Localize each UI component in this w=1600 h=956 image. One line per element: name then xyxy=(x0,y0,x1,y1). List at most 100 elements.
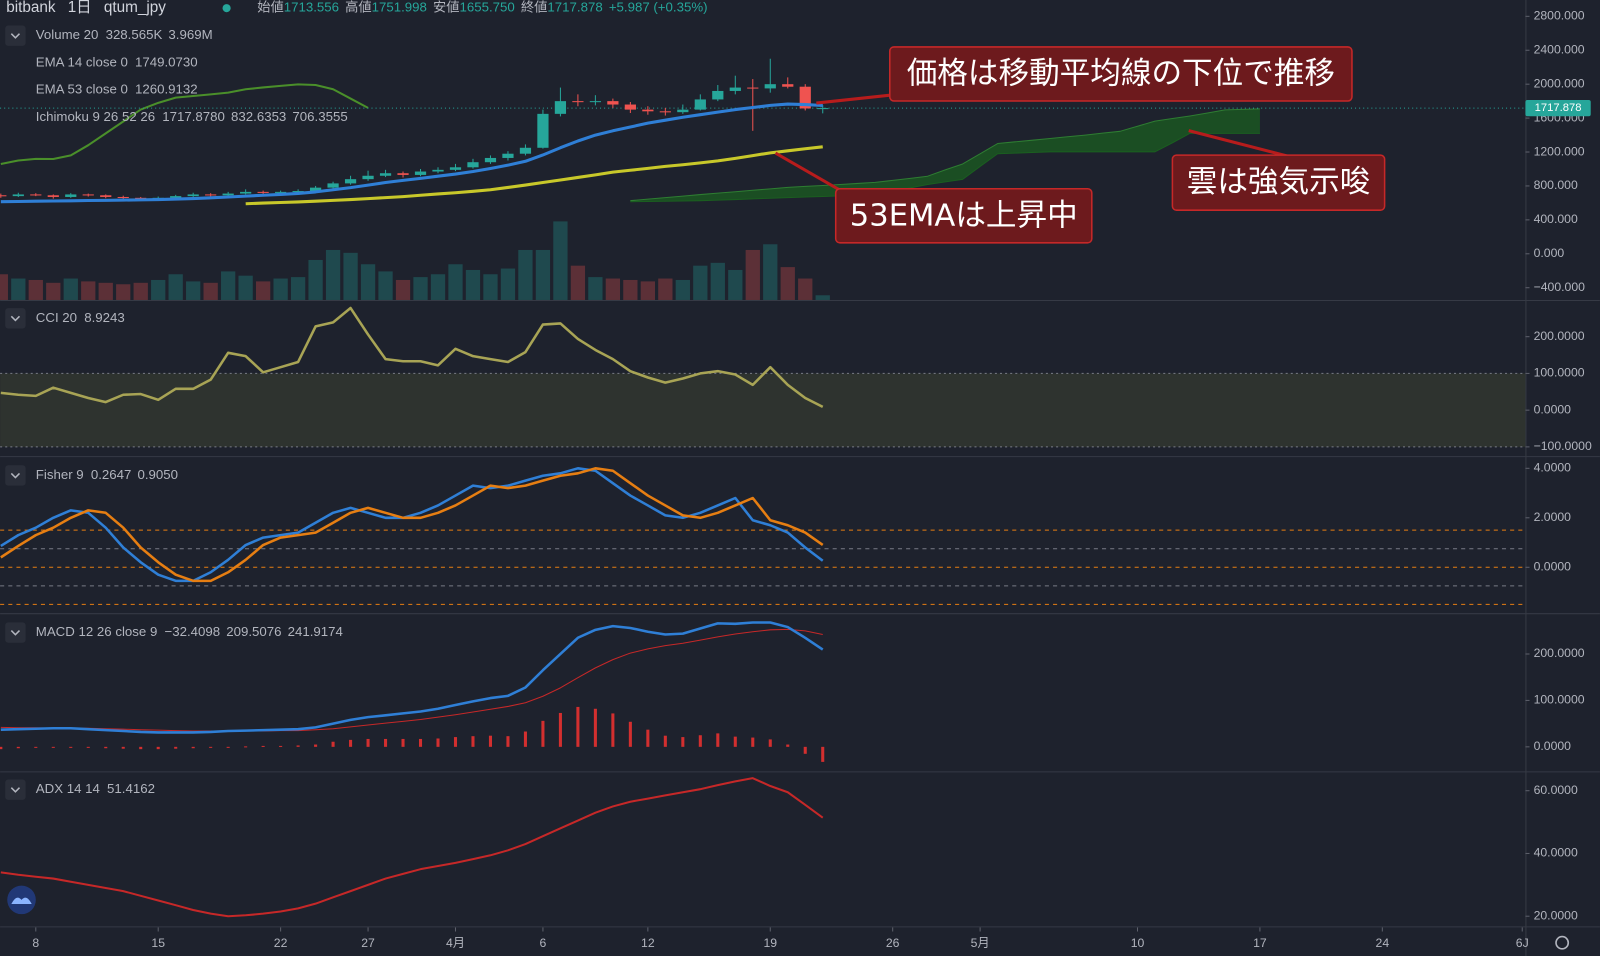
candle-body xyxy=(537,113,549,148)
collapse-button[interactable] xyxy=(5,779,26,800)
histogram-bar xyxy=(768,739,772,747)
legend-name: CCI 20 xyxy=(36,310,77,325)
symbol-part: bitbank xyxy=(6,0,56,16)
volume-bar xyxy=(710,262,725,300)
candle-body xyxy=(782,84,794,87)
histogram-bar xyxy=(716,733,720,747)
y-tick-label: 100.0000 xyxy=(1534,693,1585,707)
volume-bar xyxy=(343,252,358,300)
legend-name: Fisher 9 xyxy=(36,467,84,482)
volume-bar xyxy=(360,264,376,300)
annotation-pointer xyxy=(774,151,844,194)
candle-body xyxy=(589,101,602,103)
histogram-bar xyxy=(593,708,597,747)
legend-value: −32.4098 xyxy=(164,624,220,639)
volume-bar xyxy=(745,249,760,300)
candle-body xyxy=(554,101,567,114)
ema-53 xyxy=(245,145,823,206)
volume-bar xyxy=(81,281,96,300)
histogram-bar xyxy=(51,746,55,748)
collapse-button[interactable] xyxy=(5,465,26,486)
x-tick-label: 10 xyxy=(1131,936,1145,950)
legend-value: 241.9174 xyxy=(288,624,343,639)
volume-bar xyxy=(483,274,498,300)
y-tick-label: 1200.000 xyxy=(1534,144,1585,158)
histogram-bar xyxy=(366,738,370,747)
y-tick-label: 200.0000 xyxy=(1534,329,1585,343)
legend-value: 209.5076 xyxy=(226,624,281,639)
chevron xyxy=(10,33,21,39)
status-dot xyxy=(222,4,231,13)
volume-bar xyxy=(588,277,603,300)
histogram-bar xyxy=(698,735,702,747)
collapse-button[interactable] xyxy=(5,308,26,329)
x-tick-label: 4月 xyxy=(446,936,465,950)
ohlc-label: 安値 xyxy=(433,0,460,15)
volume-bar xyxy=(255,281,271,300)
candle-body xyxy=(344,179,357,184)
ohlc-value: 1717.878 xyxy=(547,0,602,15)
y-tick-label: 0.0000 xyxy=(1534,739,1572,753)
y-tick-label: 40.0000 xyxy=(1534,846,1578,860)
histogram-bar xyxy=(331,741,335,747)
legend-name: EMA 14 close 0 xyxy=(36,54,128,69)
adx-line xyxy=(0,777,824,918)
volume-bar xyxy=(763,244,778,300)
span-b xyxy=(630,132,1260,203)
histogram-bar xyxy=(86,746,90,748)
histogram-bar xyxy=(384,738,388,747)
ichimoku-cloud xyxy=(630,108,1260,202)
volume-bar xyxy=(675,279,690,300)
histogram-bar xyxy=(453,737,458,747)
candle-body xyxy=(170,196,182,198)
candle-body xyxy=(309,187,322,192)
collapse-button[interactable] xyxy=(5,622,26,643)
ohlc-label: 終値 xyxy=(521,0,548,15)
collapse-button[interactable] xyxy=(5,25,26,46)
volume-bar xyxy=(290,277,306,300)
chevron xyxy=(10,629,21,636)
candle-body xyxy=(467,162,479,168)
chevron xyxy=(10,472,21,479)
annotation-text: 雲は強気示唆 xyxy=(1187,165,1371,200)
volume-bar xyxy=(640,281,655,300)
histogram-bar xyxy=(541,720,545,747)
y-tick-label: 0.000 xyxy=(1534,246,1565,260)
histogram-bar xyxy=(401,738,405,747)
histogram-bar xyxy=(191,746,195,749)
settings-icon[interactable] xyxy=(1555,935,1570,950)
histogram-bar xyxy=(786,744,790,747)
histogram-bar xyxy=(523,731,527,747)
y-tick-label: −100.0000 xyxy=(1534,439,1592,453)
price-tag xyxy=(1525,99,1591,117)
volume-bar xyxy=(238,275,253,300)
cci-line xyxy=(0,306,824,409)
legend-name: Volume 20 xyxy=(36,27,99,42)
histogram-bar xyxy=(279,745,283,747)
histogram-bar xyxy=(16,746,20,749)
volume-bar xyxy=(570,265,586,300)
x-tick-label: 26 xyxy=(886,936,900,950)
histogram-bar xyxy=(121,746,125,749)
histogram-bar xyxy=(488,735,492,747)
candle-body xyxy=(747,87,759,89)
histogram-bar xyxy=(436,738,440,747)
volume-bar xyxy=(465,269,481,300)
x-tick-label: 27 xyxy=(361,936,375,950)
legend-value: 1260.9132 xyxy=(135,82,198,97)
y-tick-label: 2.0000 xyxy=(1534,510,1572,524)
annotation-box xyxy=(1171,154,1386,211)
x-tick-label: 6J xyxy=(1516,936,1529,950)
candle-body xyxy=(292,191,304,193)
volume-bar xyxy=(605,278,621,300)
candle-body xyxy=(729,87,741,91)
volume-bar xyxy=(186,281,201,300)
volume-bar xyxy=(116,284,131,300)
candle-body xyxy=(414,171,427,175)
candle-body xyxy=(677,109,689,113)
volume-bar xyxy=(395,279,411,300)
